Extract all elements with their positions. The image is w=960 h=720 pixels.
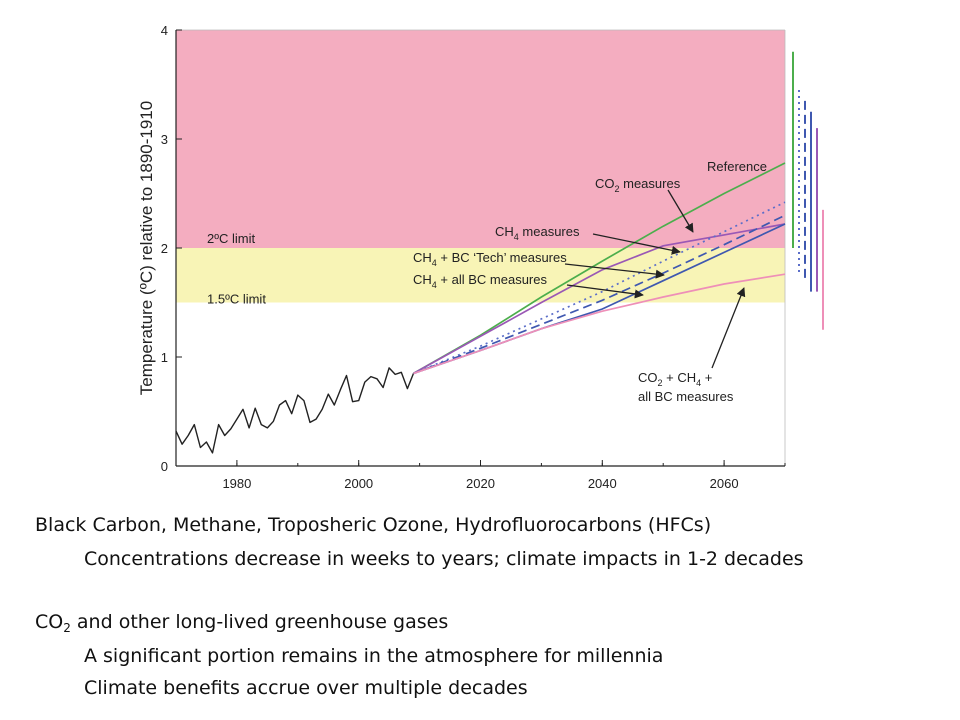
y-tick-label: 0 — [161, 459, 168, 474]
annotation-co2-measures: CO2​ measures — [595, 176, 681, 194]
y-axis-label: Temperature (ºC) relative to 1890-1910 — [137, 101, 156, 395]
chart-axes: 1980 2000 2020 2040 2060 0 1 2 3 4 — [161, 23, 786, 491]
annotation-all-measures-2: all BC measures — [638, 389, 734, 404]
y-tick-label: 4 — [161, 23, 168, 38]
arrow-co2 — [667, 189, 694, 233]
arrow-ch4-bc-tech — [564, 263, 665, 279]
annotation-all-measures-1: CO2​ + CH4​ + — [638, 370, 712, 388]
annotation-reference: Reference — [707, 159, 767, 174]
climate-chart: 2ºC limit 1.5ºC limit 1980 2000 2020 2040 206… — [137, 23, 824, 491]
limit-label: 2ºC limit — [207, 231, 255, 246]
limit-label: 1.5ºC limit — [207, 292, 266, 307]
caption-long-lived-detail-1: A significant portion remains in the atm… — [84, 645, 664, 667]
x-tick-label: 1980 — [222, 476, 251, 491]
y-tick-label: 3 — [161, 132, 168, 147]
projection-series-5 — [413, 273, 786, 375]
caption-long-lived-detail-2: Climate benefits accrue over multiple de… — [84, 677, 528, 699]
series-layer — [175, 162, 786, 454]
annotation-ch4-all-bc: CH4​ + all BC measures — [413, 272, 547, 290]
projection-series-3 — [413, 214, 786, 375]
annotation-arrows: Reference CO2​ measures CH4​ measures CH4​ … — [413, 159, 767, 404]
projection-series-2 — [413, 201, 786, 375]
projection-series-1 — [413, 223, 786, 375]
range-bars — [792, 51, 824, 330]
caption-heading-short-lived: Black Carbon, Methane, Troposheric Ozone… — [35, 514, 712, 536]
annotation-ch4-measures: CH4​ measures — [495, 224, 580, 242]
x-tick-label: 2060 — [710, 476, 739, 491]
x-tick-label: 2040 — [588, 476, 617, 491]
arrow-all-measures — [711, 287, 746, 369]
caption-heading-long-lived: CO2 and other long-lived greenhouse gase… — [35, 611, 449, 635]
x-tick-label: 2020 — [466, 476, 495, 491]
y-tick-label: 2 — [161, 241, 168, 256]
annotation-ch4-bc-tech: CH4​ + BC ‘Tech’ measures — [413, 250, 567, 268]
historical-series — [175, 367, 415, 454]
limit-bands: 2ºC limit 1.5ºC limit — [176, 30, 785, 307]
limit-band-0 — [176, 30, 785, 248]
caption-short-lived-detail: Concentrations decrease in weeks to year… — [84, 548, 804, 570]
x-tick-label: 2000 — [344, 476, 373, 491]
y-tick-label: 1 — [161, 350, 168, 365]
arrow-ch4 — [592, 233, 681, 255]
arrow-ch4-all-bc — [566, 284, 644, 299]
projection-series-0 — [413, 162, 786, 375]
